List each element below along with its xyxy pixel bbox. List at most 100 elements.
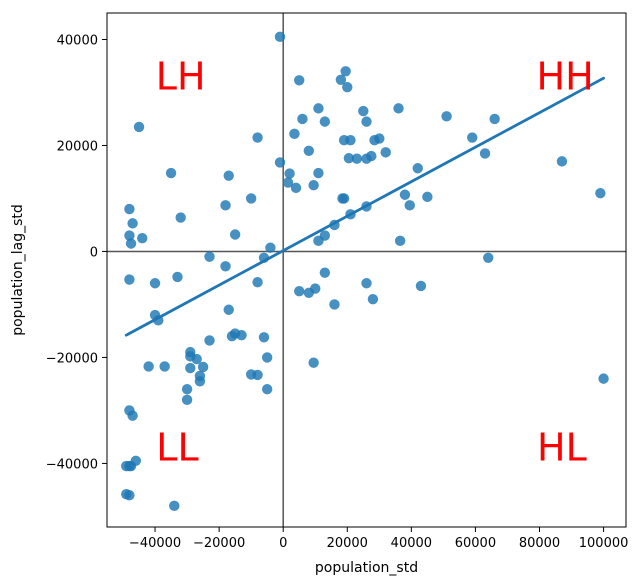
data-point: [220, 200, 231, 211]
data-point: [294, 75, 305, 86]
quadrant-label-lh: LH: [156, 55, 206, 99]
data-point: [204, 251, 215, 262]
axes: −40000 −20000 0 20000 40000 60000 80000 100000 −…: [46, 33, 629, 551]
x-tick-label: 100000: [579, 536, 629, 551]
data-point: [313, 167, 324, 179]
data-point: [595, 187, 606, 199]
data-point: [261, 352, 273, 363]
data-point: [303, 145, 315, 156]
x-tick-label: 80000: [519, 536, 560, 551]
data-point: [220, 261, 231, 272]
data-point: [137, 233, 148, 244]
y-tick-label: 20000: [57, 139, 98, 154]
x-tick-label: 20000: [327, 536, 368, 551]
data-point: [319, 267, 331, 278]
data-point: [127, 410, 138, 421]
data-point: [598, 373, 609, 384]
data-point: [124, 203, 135, 215]
data-point: [467, 132, 478, 143]
data-point: [181, 394, 193, 406]
data-point: [393, 103, 404, 114]
data-point: [284, 168, 295, 179]
data-point: [124, 274, 135, 285]
quadrant-labels: HH LH LL HL: [156, 55, 594, 470]
data-point: [181, 384, 193, 395]
data-point: [329, 219, 340, 231]
data-point: [149, 278, 161, 289]
data-point: [394, 235, 406, 247]
data-point: [342, 81, 353, 93]
data-point: [380, 147, 391, 158]
data-point: [329, 299, 340, 310]
data-point: [340, 66, 351, 77]
data-point: [335, 74, 347, 85]
data-point: [313, 103, 324, 114]
data-point: [169, 500, 180, 512]
data-point: [556, 156, 568, 167]
data-point: [274, 157, 286, 168]
x-tick-label: 0: [279, 536, 287, 551]
plot-area-frame: [106, 12, 627, 528]
data-point: [236, 329, 247, 341]
data-point: [483, 252, 494, 264]
data-point: [367, 293, 379, 305]
data-point: [274, 31, 286, 43]
y-tick-label: −20000: [46, 351, 98, 366]
data-point: [127, 218, 138, 229]
data-point: [374, 133, 385, 144]
data-point: [226, 331, 238, 342]
quadrant-label-ll: LL: [156, 426, 198, 470]
data-point: [124, 490, 135, 501]
data-point: [310, 283, 321, 294]
data-point: [294, 285, 305, 297]
data-point: [319, 116, 331, 127]
data-point: [194, 376, 206, 387]
data-points: [121, 31, 609, 512]
y-axis-label: population_lag_std: [10, 204, 26, 336]
data-point: [337, 193, 348, 204]
data-point: [308, 357, 319, 368]
data-point: [343, 152, 355, 164]
quadrant-label-hh: HH: [537, 55, 594, 99]
x-tick-label: 60000: [455, 536, 496, 551]
data-point: [153, 315, 164, 326]
data-point: [361, 116, 372, 127]
data-point: [297, 113, 308, 125]
data-point: [289, 128, 300, 140]
data-point: [245, 193, 257, 204]
data-point: [191, 353, 202, 365]
data-point: [290, 182, 302, 194]
data-point: [366, 150, 377, 162]
data-point: [415, 280, 427, 292]
data-point: [165, 167, 177, 179]
data-point: [143, 361, 154, 372]
data-point: [258, 252, 270, 264]
y-tick-label: −40000: [46, 457, 98, 472]
data-point: [124, 230, 135, 241]
data-point: [361, 278, 372, 289]
data-point: [252, 369, 263, 381]
data-point: [479, 148, 491, 159]
data-point: [223, 170, 234, 181]
data-point: [261, 384, 273, 395]
data-point: [345, 134, 356, 146]
x-tick-label: −20000: [193, 536, 245, 551]
data-point: [133, 121, 145, 133]
data-point: [265, 242, 276, 253]
x-tick-label: −40000: [129, 536, 181, 551]
data-point: [422, 191, 433, 203]
x-tick-label: 40000: [391, 536, 432, 551]
data-point: [345, 209, 356, 220]
data-point: [125, 460, 137, 472]
data-point: [204, 335, 215, 346]
y-tick-label: 40000: [57, 33, 98, 48]
data-point: [308, 180, 319, 191]
data-point: [399, 189, 411, 200]
reference-lines: [107, 13, 626, 527]
y-tick-label: 0: [90, 245, 98, 260]
data-point: [412, 163, 423, 174]
data-point: [159, 361, 170, 372]
data-point: [441, 111, 452, 122]
data-point: [258, 332, 270, 343]
